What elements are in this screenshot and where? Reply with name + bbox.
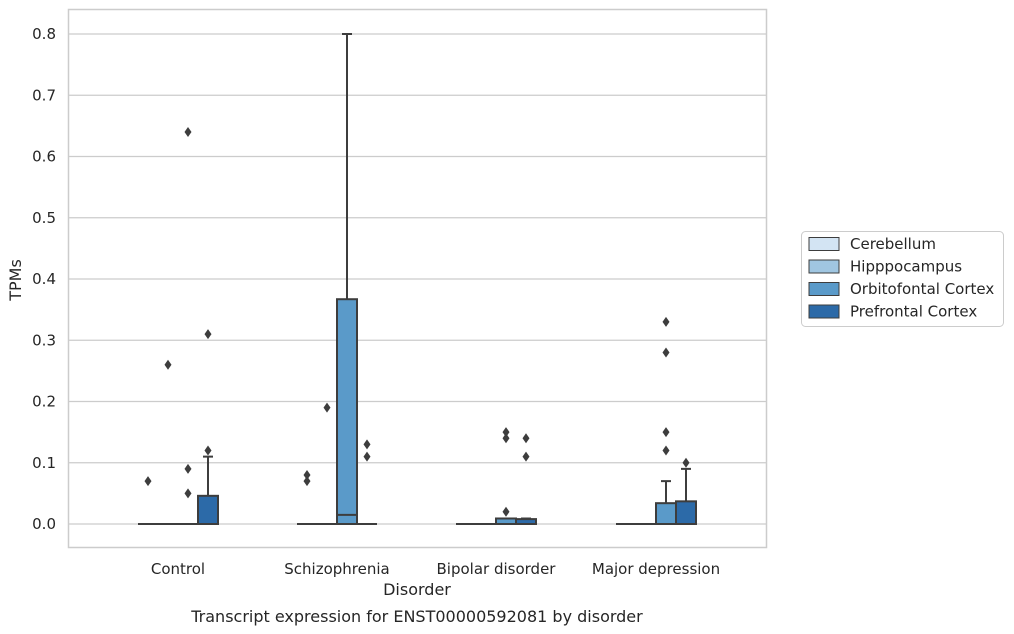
box-group <box>495 517 517 525</box>
outlier-point <box>323 402 331 413</box>
outlier-point <box>164 359 172 370</box>
y-tick-label: 0.4 <box>32 270 56 288</box>
outlier-point <box>502 427 510 438</box>
outlier-point <box>204 445 212 456</box>
x-tick-label: Control <box>151 560 205 578</box>
outlier-point <box>502 506 510 517</box>
x-tick-labels: Control Schizophrenia Bipolar disorder Majo… <box>151 560 720 578</box>
y-tick-label: 0.1 <box>32 454 56 472</box>
outlier-point <box>363 451 371 462</box>
boxes <box>138 33 697 526</box>
box-group <box>675 467 697 525</box>
legend: Cerebellum Hipppocampus Orbitofontal Corte… <box>801 231 1004 327</box>
box-group <box>655 480 677 525</box>
legend-swatch <box>808 282 840 296</box>
x-tick-label: Bipolar disorder <box>437 560 557 578</box>
outlier-point <box>144 476 152 487</box>
outlier-point <box>303 476 311 487</box>
outlier-point <box>522 433 530 444</box>
plot-frame <box>67 8 768 549</box>
y-tick-label: 0.2 <box>32 393 56 411</box>
y-tick-label: 0.0 <box>32 515 56 533</box>
x-tick-label: Major depression <box>592 560 720 578</box>
outlier-point <box>662 347 670 358</box>
gridlines <box>68 33 766 525</box>
legend-swatch <box>808 304 840 319</box>
y-tick-label: 0.7 <box>32 86 56 104</box>
legend-swatch <box>808 259 840 274</box>
legend-label: Hipppocampus <box>850 258 962 276</box>
x-axis-title: Disorder <box>383 580 451 599</box>
box <box>197 494 219 526</box>
box <box>655 502 677 525</box>
box <box>336 298 358 525</box>
legend-label: Prefrontal Cortex <box>850 303 977 321</box>
outlier-point <box>204 329 212 340</box>
box-group <box>197 455 219 526</box>
legend-label: Orbitofontal Cortex <box>850 280 994 298</box>
legend-swatch <box>808 237 840 251</box>
outlier-point <box>184 463 192 474</box>
box-group <box>336 33 358 525</box>
outlier-point <box>184 488 192 499</box>
outlier-point <box>662 445 670 456</box>
outlier-point <box>682 457 690 468</box>
outliers <box>144 127 690 517</box>
box <box>675 500 697 525</box>
y-axis-title: TPMs <box>6 259 25 302</box>
box-group <box>515 517 537 525</box>
chart-title: Transcript expression for ENST0000059208… <box>190 607 643 626</box>
outlier-point <box>662 427 670 438</box>
x-tick-label: Schizophrenia <box>284 560 389 578</box>
outlier-point <box>522 451 530 462</box>
outlier-point <box>303 470 311 480</box>
legend-label: Cerebellum <box>850 235 936 253</box>
y-tick-label: 0.8 <box>32 25 56 43</box>
y-tick-label: 0.5 <box>32 209 56 227</box>
outlier-point <box>502 433 510 444</box>
outlier-point <box>662 316 670 327</box>
outlier-point <box>363 439 371 450</box>
y-tick-labels: 0.0 0.1 0.2 0.3 0.4 0.5 0.6 0.7 0.8 <box>32 25 56 533</box>
y-tick-label: 0.3 <box>32 331 56 349</box>
y-tick-label: 0.6 <box>32 148 56 166</box>
legend-frame <box>801 231 1004 327</box>
outlier-point <box>184 127 192 137</box>
